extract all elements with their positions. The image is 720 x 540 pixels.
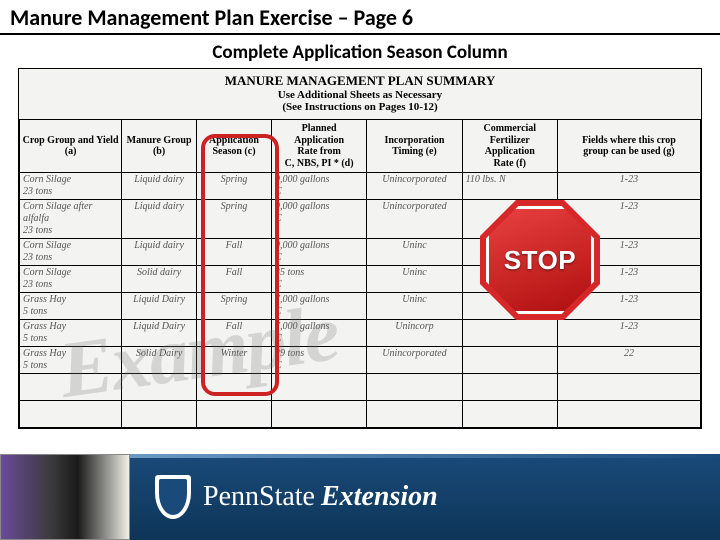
table-cell: Grass Hay5 tons	[20, 347, 122, 374]
table-cell	[271, 401, 366, 428]
table-cell: 1-23	[557, 173, 700, 200]
stop-sign: STOP	[480, 200, 600, 320]
table-cell	[557, 374, 700, 401]
summary-header: MANURE MANAGEMENT PLAN SUMMARY Use Addit…	[19, 69, 701, 119]
pennstate-logo: PennStateExtension	[155, 475, 438, 519]
table-cell	[271, 374, 366, 401]
table-cell: Grass Hay5 tons	[20, 293, 122, 320]
table-cell: Spring	[197, 173, 272, 200]
table-cell: Uninc	[367, 293, 462, 320]
table-cell	[122, 374, 197, 401]
brand-pennstate: PennState	[203, 481, 315, 512]
column-header: CommercialFertilizerApplicationRate (f)	[462, 120, 557, 173]
table-cell: Fall	[197, 239, 272, 266]
table-cell: Liquid dairy	[122, 200, 197, 239]
table-cell	[557, 401, 700, 428]
table-cell: 9,000 gallonsC	[271, 239, 366, 266]
column-header: PlannedApplicationRate fromC, NBS, PI * …	[271, 120, 366, 173]
table-cell: Unincorporated	[367, 200, 462, 239]
stop-label: STOP	[504, 245, 576, 276]
page-title: Manure Management Plan Exercise – Page 6	[10, 4, 710, 31]
table-cell: Liquid Dairy	[122, 320, 197, 347]
table-cell	[462, 320, 557, 347]
table-cell: 110 lbs. N	[462, 173, 557, 200]
brand-extension: Extension	[321, 481, 438, 512]
column-header: IncorporationTiming (e)	[367, 120, 462, 173]
table-cell: 9,000 gallonsC	[271, 173, 366, 200]
table-cell	[462, 374, 557, 401]
stop-octagon-icon: STOP	[480, 200, 600, 320]
table-cell: Unincorp	[367, 320, 462, 347]
table-cell: Solid Dairy	[122, 347, 197, 374]
table-cell: Spring	[197, 200, 272, 239]
footer-brand-bar: PennStateExtension	[130, 454, 720, 540]
table-row: Grass Hay5 tonsLiquid DairyFall7,000 gal…	[20, 320, 701, 347]
column-header: ApplicationSeason (c)	[197, 120, 272, 173]
column-header: Manure Group(b)	[122, 120, 197, 173]
summary-header-line2: Use Additional Sheets as Necessary	[19, 89, 701, 101]
table-cell: Unincorporated	[367, 347, 462, 374]
table-cell: 22	[557, 347, 700, 374]
shield-icon	[155, 475, 191, 519]
brand-text: PennStateExtension	[203, 481, 438, 513]
table-cell: Unincorporated	[367, 173, 462, 200]
table-cell: Corn Silage23 tons	[20, 173, 122, 200]
table-cell: Solid dairy	[122, 266, 197, 293]
table-cell: 9,000 gallonsC	[271, 200, 366, 239]
table-cell	[462, 347, 557, 374]
table-cell: Corn Silage23 tons	[20, 239, 122, 266]
table-cell	[197, 401, 272, 428]
table-row: Grass Hay5 tonsSolid DairyWinter29 tonsC…	[20, 347, 701, 374]
column-header: Crop Group and Yield(a)	[20, 120, 122, 173]
table-cell: Spring	[197, 293, 272, 320]
table-cell: Fall	[197, 320, 272, 347]
table-row	[20, 374, 701, 401]
table-cell: Uninc	[367, 239, 462, 266]
subtitle: Complete Application Season Column	[0, 35, 720, 68]
table-cell: Winter	[197, 347, 272, 374]
table-cell: Grass Hay5 tons	[20, 320, 122, 347]
table-cell: Liquid Dairy	[122, 293, 197, 320]
table-row: Corn Silage23 tonsLiquid dairySpring9,00…	[20, 173, 701, 200]
table-cell: Liquid dairy	[122, 173, 197, 200]
table-cell: Liquid dairy	[122, 239, 197, 266]
summary-header-line3: (See Instructions on Pages 10-12)	[19, 101, 701, 113]
table-cell: 35 tonsC	[271, 266, 366, 293]
table-cell: 7,000 gallonsC	[271, 293, 366, 320]
table-cell	[20, 374, 122, 401]
table-cell: Corn Silage23 tons	[20, 266, 122, 293]
table-cell	[367, 401, 462, 428]
column-header: Fields where this cropgroup can be used …	[557, 120, 700, 173]
table-cell	[367, 374, 462, 401]
table-cell	[462, 401, 557, 428]
table-cell: 7,000 gallonsC	[271, 320, 366, 347]
footer-bar: PennStateExtension	[0, 454, 720, 540]
table-cell	[20, 401, 122, 428]
table-cell: Uninc	[367, 266, 462, 293]
title-bar: Manure Management Plan Exercise – Page 6	[0, 0, 720, 35]
table-cell: Corn Silage after alfalfa23 tons	[20, 200, 122, 239]
table-cell: 1-23	[557, 320, 700, 347]
table-cell: Fall	[197, 266, 272, 293]
table-cell	[122, 401, 197, 428]
table-row	[20, 401, 701, 428]
footer-photo-strip	[0, 454, 130, 540]
summary-header-line1: MANURE MANAGEMENT PLAN SUMMARY	[19, 73, 701, 89]
table-cell	[197, 374, 272, 401]
table-cell: 29 tonsC	[271, 347, 366, 374]
